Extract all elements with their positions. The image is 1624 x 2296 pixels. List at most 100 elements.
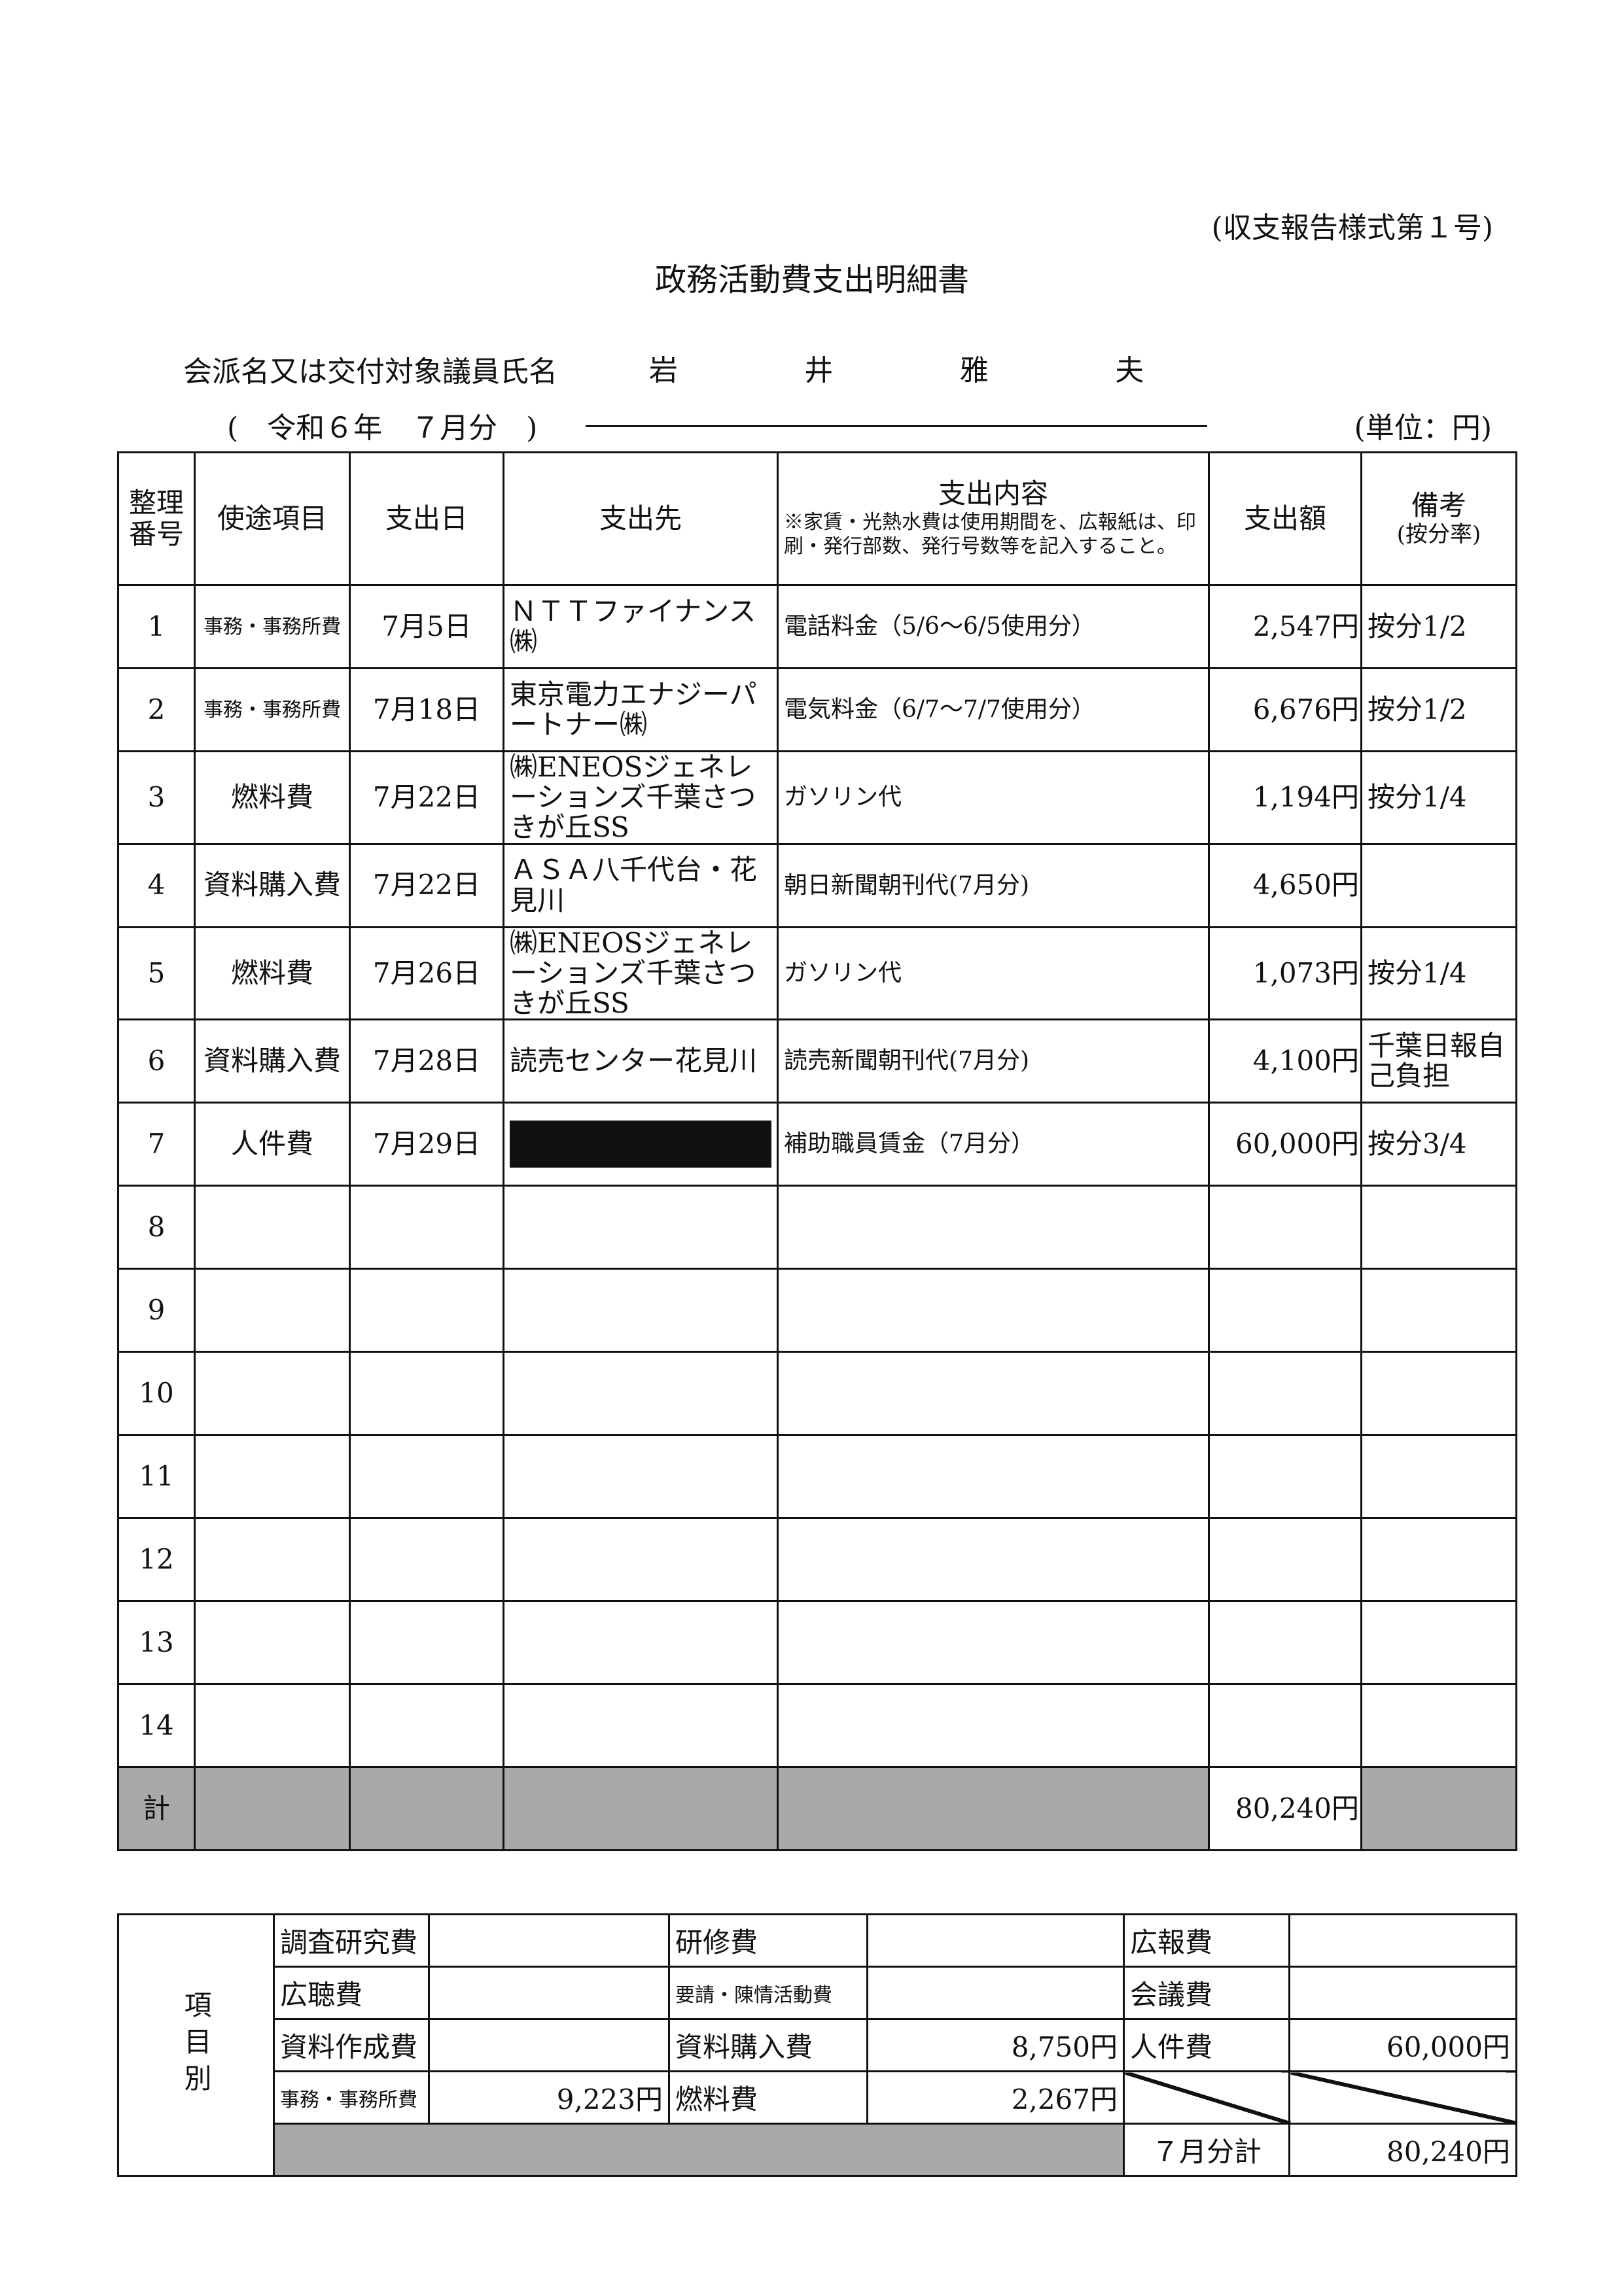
category-amount [1288,1913,1517,1968]
shaded-cell [1360,1766,1517,1852]
row-purpose [194,1517,351,1603]
name-char: 井 [804,354,834,387]
row-amount [1208,1351,1362,1436]
form-number: (収支報告様式第１号) [1211,211,1493,245]
category-amount [428,2018,670,2072]
row-purpose [194,1185,351,1270]
category-amount [866,1966,1125,2020]
row-date [349,1683,504,1769]
table-row: 14 [117,1683,1517,1769]
table-row: 8 [117,1185,1517,1270]
table-row: 2 事務・事務所費 7月18日 東京電力エナジーパートナー㈱ 電気料金（6/7～… [117,667,1517,752]
category-amount: 9,223円 [428,2070,670,2125]
row-remarks: 按分1/2 [1360,667,1517,752]
row-no: 14 [117,1683,196,1769]
row-purpose: 燃料費 [194,750,351,845]
blank-diagonal-cell [1123,2070,1290,2125]
row-remarks: 按分1/4 [1360,750,1517,845]
row-remarks [1360,1434,1517,1520]
row-payee [503,1517,779,1603]
row-date: 7月28日 [349,1018,504,1104]
table-row: 4 資料購入費 7月22日 ＡＳＡ八千代台・花見川 朝日新聞朝刊代(7月分) 4… [117,843,1517,928]
row-amount [1208,1434,1362,1520]
row-payee: ㈱ENEOSジェネレーションズ千葉さつきが丘SS [503,750,779,845]
row-content [777,1434,1210,1520]
header-content: 支出内容 ※家賃・光熱水費は使用期間を、広報紙は、印刷・発行部数、発行号数等を記入… [777,451,1210,586]
total-row: 計 80,240円 [117,1766,1517,1852]
header-payee: 支出先 [503,451,779,586]
row-amount: 6,676円 [1208,667,1362,752]
row-content: ガソリン代 [777,926,1210,1021]
category-label: 広報費 [1123,1913,1290,1968]
row-purpose [194,1600,351,1686]
category-label: 研修費 [668,1913,868,1968]
month-total-label: ７月分計 [1123,2123,1290,2177]
content-note: ※家賃・光熱水費は使用期間を、広報紙は、印刷・発行部数、発行号数等を記入すること… [784,510,1196,559]
row-payee: ＮＴＴファイナンス㈱ [503,584,779,669]
row-purpose: 資料購入費 [194,843,351,928]
row-remarks [1360,1185,1517,1270]
category-amount [866,1913,1125,1968]
row-remarks [1360,1600,1517,1686]
category-amount [428,1966,670,2020]
remarks-sub: (按分率) [1396,521,1481,548]
row-date: 7月5日 [349,584,504,669]
summary-row: 広聴費 要請・陳情活動費 会議費 [118,1966,1517,2020]
category-amount: 2,267円 [866,2070,1125,2125]
table-row: 9 [117,1268,1517,1353]
table-row: 3 燃料費 7月22日 ㈱ENEOSジェネレーションズ千葉さつきが丘SS ガソリ… [117,750,1517,845]
row-amount [1208,1268,1362,1353]
table-row: 7 人件費 7月29日 補助職員賃金（7月分） 60,000円 按分3/4 [117,1102,1517,1187]
row-remarks: 按分3/4 [1360,1102,1517,1187]
member-name: 岩 井 雅 夫 [586,347,1207,389]
row-content [777,1268,1210,1353]
row-payee: 東京電力エナジーパートナー㈱ [503,667,779,752]
content-title: 支出内容 [938,478,1048,510]
row-date: 7月29日 [349,1102,504,1187]
remarks-title: 備考 [1411,489,1466,522]
table-row: 10 [117,1351,1517,1436]
row-payee [503,1600,779,1686]
row-remarks [1360,1517,1517,1603]
category-amount: 60,000円 [1288,2018,1517,2072]
row-content: 電話料金（5/6～6/5使用分） [777,584,1210,669]
row-no: 8 [117,1185,196,1270]
category-label: 資料購入費 [668,2018,868,2072]
row-date: 7月26日 [349,926,504,1021]
row-no: 13 [117,1600,196,1686]
row-payee: ㈱ENEOSジェネレーションズ千葉さつきが丘SS [503,926,779,1021]
shaded-cell [194,1766,351,1852]
table-row: 11 [117,1434,1517,1520]
row-no: 5 [117,926,196,1021]
row-no: 10 [117,1351,196,1436]
summary-row: 項目別 調査研究費 研修費 広報費 [117,1913,1517,2177]
header-amount: 支出額 [1208,451,1362,586]
header-purpose: 使途項目 [194,451,351,586]
row-no: 4 [117,843,196,928]
expense-table: 整理番号 使途項目 支出日 支出先 支出内容 ※家賃・光熱水費は使用期間を、広報紙… [117,451,1517,1852]
row-content: 読売新聞朝刊代(7月分) [777,1018,1210,1104]
row-no: 7 [117,1102,196,1187]
table-row: 6 資料購入費 7月28日 読売センター花見川 読売新聞朝刊代(7月分) 4,1… [117,1018,1517,1104]
row-date [349,1517,504,1603]
row-no: 1 [117,584,196,669]
category-label: 事務・事務所費 [273,2070,430,2125]
period: ( 令和６年 ７月分 ) [227,411,538,445]
total-amount: 80,240円 [1208,1766,1362,1852]
row-content: ガソリン代 [777,750,1210,845]
category-label: 調査研究費 [273,1913,430,1968]
row-amount [1208,1683,1362,1769]
table-row: 13 [117,1600,1517,1686]
row-purpose: 事務・事務所費 [194,667,351,752]
category-amount: 8,750円 [866,2018,1125,2072]
row-remarks: 按分1/2 [1360,584,1517,669]
row-remarks [1360,1268,1517,1353]
row-payee [503,1683,779,1769]
row-content: 朝日新聞朝刊代(7月分) [777,843,1210,928]
summary-row: ７月分計 80,240円 [118,2123,1517,2177]
row-purpose: 人件費 [194,1102,351,1187]
row-no: 11 [117,1434,196,1520]
header-no: 整理番号 [117,451,196,586]
row-content: 電気料金（6/7～7/7使用分） [777,667,1210,752]
